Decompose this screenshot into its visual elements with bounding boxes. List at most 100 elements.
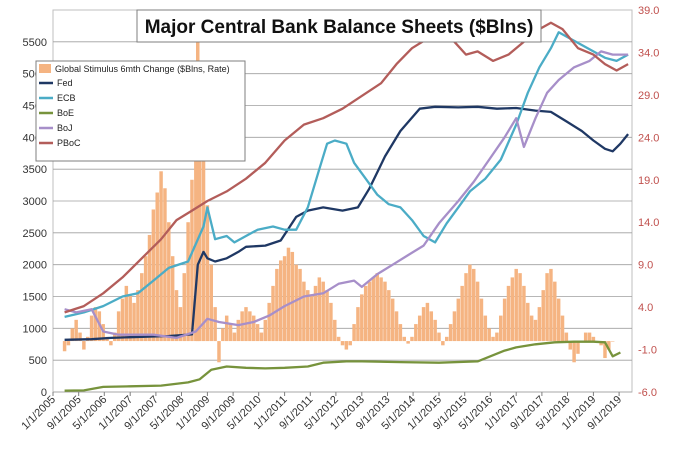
stimulus-bar	[526, 302, 530, 342]
y-right-tick-label: -6.0	[638, 387, 657, 399]
stimulus-bar	[163, 188, 167, 342]
y-right-tick-label: 4.0	[638, 302, 653, 314]
y-left-tick-label: 3000	[23, 196, 47, 208]
stimulus-bar	[143, 256, 148, 342]
stimulus-bar	[167, 222, 171, 342]
stimulus-bar	[286, 247, 291, 342]
stimulus-bar	[279, 260, 283, 342]
stimulus-bar	[522, 285, 526, 342]
stimulus-bar	[302, 281, 306, 342]
stimulus-bar	[610, 341, 615, 342]
y-right-tick-label: 24.0	[638, 132, 659, 144]
stimulus-bar	[178, 307, 183, 342]
y-left-tick-label: 3500	[23, 164, 47, 176]
series-line-boj	[64, 50, 629, 340]
stimulus-bar	[371, 277, 376, 342]
stimulus-bar	[217, 341, 221, 363]
stimulus-bar	[514, 268, 518, 342]
stimulus-bar	[170, 256, 175, 342]
stimulus-bar	[603, 341, 607, 359]
stimulus-bar	[70, 328, 75, 342]
stimulus-bar	[576, 341, 580, 354]
stimulus-bar	[232, 332, 237, 342]
stimulus-bar	[398, 324, 403, 342]
stimulus-bar	[591, 336, 596, 342]
stimulus-bar	[298, 268, 302, 342]
stimulus-bar	[441, 341, 445, 346]
stimulus-bar	[159, 171, 163, 342]
legend-label-boj: BoJ	[57, 123, 73, 133]
stimulus-bar	[564, 332, 569, 342]
stimulus-bar	[282, 256, 287, 342]
stimulus-bar	[460, 285, 464, 342]
stimulus-bar	[151, 209, 156, 342]
stimulus-bar	[529, 315, 534, 342]
stimulus-bar	[259, 332, 264, 342]
stimulus-bar	[444, 336, 449, 342]
stimulus-bar	[140, 273, 144, 342]
stimulus-bar	[360, 294, 364, 342]
stimulus-bar	[205, 205, 210, 342]
stimulus-bar	[109, 341, 113, 346]
stimulus-bar	[174, 290, 179, 342]
stimulus-bar	[541, 290, 545, 342]
stimulus-bar	[196, 10, 200, 342]
stimulus-bar	[549, 268, 553, 342]
stimulus-bar	[491, 336, 495, 342]
stimulus-bar	[375, 273, 379, 342]
stimulus-bar	[89, 315, 94, 342]
stimulus-bar	[329, 302, 333, 342]
stimulus-bar	[367, 281, 372, 342]
stimulus-bar	[313, 285, 318, 342]
stimulus-bar	[394, 311, 399, 342]
stimulus-bar	[383, 281, 387, 342]
stimulus-bars	[62, 10, 615, 363]
stimulus-bar	[66, 341, 71, 346]
stimulus-bar	[317, 277, 322, 342]
stimulus-bar	[483, 315, 488, 342]
series-line-ecb	[64, 31, 629, 319]
stimulus-bar	[448, 324, 453, 342]
stimulus-bar	[62, 341, 67, 352]
stimulus-bar	[82, 341, 86, 350]
stimulus-bar	[560, 315, 565, 342]
stimulus-bar	[224, 315, 229, 342]
stimulus-bar	[587, 332, 592, 342]
stimulus-bar	[452, 311, 457, 342]
stimulus-bar	[209, 264, 213, 342]
stimulus-bar	[387, 290, 391, 342]
stimulus-bar	[263, 319, 268, 342]
y-right-tick-label: 9.0	[638, 260, 653, 272]
stimulus-bar	[437, 332, 441, 342]
chart-title: Major Central Bank Balance Sheets ($Blns…	[145, 17, 534, 38]
stimulus-bar	[568, 341, 572, 350]
stimulus-bar	[583, 332, 588, 342]
y-left-tick-label: 500	[29, 355, 47, 367]
stimulus-bar	[309, 294, 314, 342]
y-right-tick-label: 39.0	[638, 5, 659, 17]
stimulus-bar	[325, 290, 329, 342]
stimulus-bar	[255, 324, 260, 342]
stimulus-bar	[333, 319, 337, 342]
stimulus-bar	[468, 264, 472, 342]
stimulus-bar	[221, 328, 225, 342]
stimulus-bar	[348, 341, 352, 346]
y-left-tick-label: 2000	[23, 260, 47, 272]
stimulus-bar	[363, 285, 368, 342]
stimulus-bar	[190, 179, 194, 342]
stimulus-bar	[240, 311, 244, 342]
stimulus-bar	[120, 298, 125, 342]
stimulus-bar	[390, 298, 395, 342]
stimulus-bar	[556, 298, 561, 342]
y-left-tick-label: 0	[41, 387, 47, 399]
stimulus-bar	[379, 277, 383, 342]
legend: Global Stimulus 6mth Change ($Blns, Rate…	[35, 60, 246, 162]
stimulus-bar	[128, 294, 132, 342]
stimulus-bar	[132, 302, 136, 342]
stimulus-bar	[186, 222, 190, 342]
stimulus-bar	[93, 307, 98, 342]
stimulus-bar	[74, 319, 78, 342]
stimulus-bar	[537, 307, 542, 342]
stimulus-bar	[340, 341, 345, 346]
stimulus-bar	[116, 311, 121, 342]
